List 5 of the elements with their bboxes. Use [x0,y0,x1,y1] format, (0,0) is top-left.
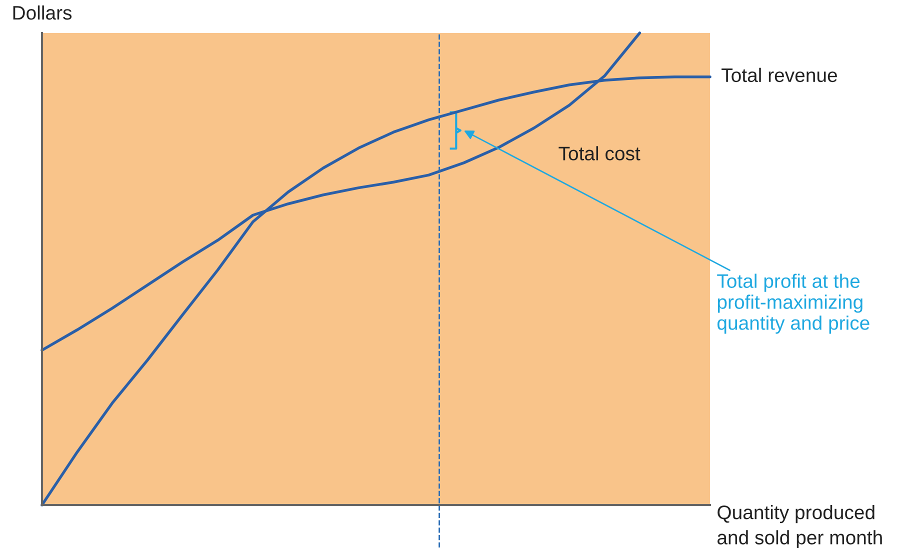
text: Total profit at the profit-maximizing quantity and price [717,274,870,334]
x-axis-title: Quantity produced and sold per month [718,505,882,548]
series-label: Total revenue [722,68,837,82]
series-label: Total cost [558,146,640,160]
y-axis-title: Dollars [13,5,72,20]
